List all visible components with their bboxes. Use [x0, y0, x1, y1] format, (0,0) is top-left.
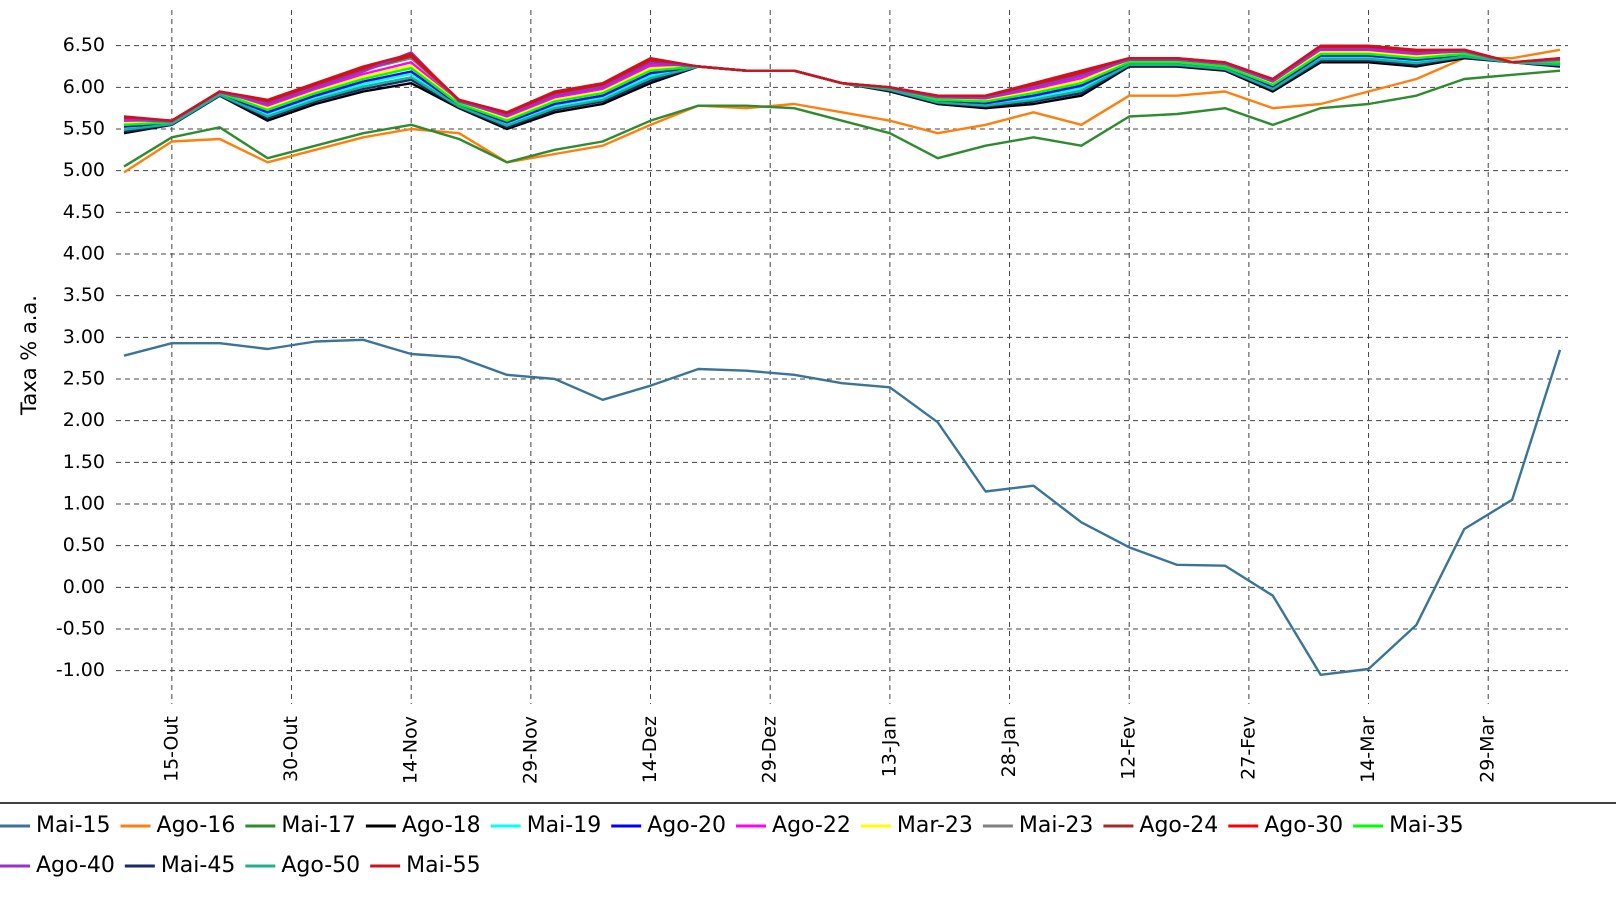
y-tick-label: 1.00: [63, 493, 105, 515]
grid: [116, 10, 1568, 704]
legend-item: Mai-23: [982, 813, 1094, 838]
legend-item: Ago-22: [736, 813, 851, 838]
series-line: [123, 54, 1561, 130]
y-tick-label: 6.50: [63, 34, 105, 56]
y-tick-label: 0.50: [63, 534, 105, 556]
y-tick-label: 6.00: [63, 76, 105, 98]
legend-item: Mai-55: [370, 853, 481, 878]
series-line: [123, 69, 1561, 168]
x-tick-label: 29-Mar: [1477, 716, 1499, 783]
legend-label: Mar-23: [897, 813, 973, 838]
legend-item: Ago-18: [365, 813, 481, 838]
legend-label: Ago-22: [772, 813, 851, 838]
y-tick-label: 3.50: [63, 284, 105, 306]
x-tick-label: 30-Out: [280, 716, 302, 782]
legend-item: Ago-40: [0, 853, 115, 878]
y-tick-label: 3.00: [63, 326, 105, 348]
y-tick-label: 2.00: [63, 409, 105, 431]
legend-label: Ago-18: [402, 813, 481, 838]
legend-item: Mai-35: [1353, 813, 1464, 838]
x-tick-label: 13-Jan: [878, 716, 900, 777]
legend-label: Ago-50: [281, 853, 360, 878]
x-tick-label: 14-Nov: [400, 716, 422, 784]
y-tick-label: 0.00: [63, 576, 105, 598]
y-axis-label: Taxa % a.a.: [17, 295, 41, 416]
y-tick-label: -0.50: [56, 618, 105, 640]
legend-item: Ago-24: [1103, 813, 1218, 838]
x-tick-label: 28-Jan: [998, 716, 1020, 777]
legend-label: Ago-20: [647, 813, 726, 838]
legend-label: Ago-40: [36, 853, 115, 878]
y-tick-label: 4.00: [63, 243, 105, 265]
legend-label: Ago-16: [157, 813, 236, 838]
y-tick-label: 4.50: [63, 201, 105, 223]
y-tick-label: 2.50: [63, 368, 105, 390]
x-tick-label: 14-Dez: [639, 716, 661, 783]
legend-item: Ago-20: [611, 813, 726, 838]
legend-label: Mai-15: [36, 813, 111, 838]
x-tick-label: 29-Nov: [519, 716, 541, 784]
legend-label: Mai-23: [1019, 813, 1094, 838]
x-tick-label: 14-Mar: [1357, 716, 1379, 783]
x-tick-label: 15-Out: [160, 716, 182, 782]
legend-label: Mai-17: [281, 813, 356, 838]
series-line: [123, 44, 1561, 122]
legend-label: Ago-30: [1264, 813, 1343, 838]
legend-item: Ago-50: [245, 853, 360, 878]
legend-item: Ago-30: [1228, 813, 1343, 838]
legend-item: Mai-15: [0, 813, 111, 838]
series-line: [123, 48, 1561, 174]
series-line: [123, 338, 1562, 677]
legend-label: Mai-19: [527, 813, 602, 838]
legend-label: Mai-45: [161, 853, 236, 878]
y-tick-label: 5.00: [63, 159, 105, 181]
x-tick-label: 12-Fev: [1118, 716, 1140, 780]
y-tick-label: 5.50: [63, 118, 105, 140]
legend-item: Mai-45: [124, 853, 236, 878]
legend-item: Mar-23: [860, 813, 973, 838]
series-line: [123, 55, 1561, 132]
legend-label: Mai-55: [406, 853, 481, 878]
x-tick-label: 29-Dez: [759, 716, 781, 783]
y-tick-label: 1.50: [63, 451, 105, 473]
legend-item: Ago-16: [120, 813, 236, 838]
y-tick-label: -1.00: [56, 659, 105, 681]
x-tick-label: 27-Fev: [1237, 716, 1259, 780]
legend-item: Mai-17: [245, 813, 356, 838]
legend: Mai-15 Ago-16 Mai-17 Ago-18 Mai-19 Ago-20 Ago-…: [0, 802, 1616, 878]
plot-lines: [123, 44, 1562, 677]
legend-label: Mai-35: [1389, 813, 1464, 838]
legend-label: Ago-24: [1139, 813, 1218, 838]
legend-item: Mai-19: [490, 813, 602, 838]
